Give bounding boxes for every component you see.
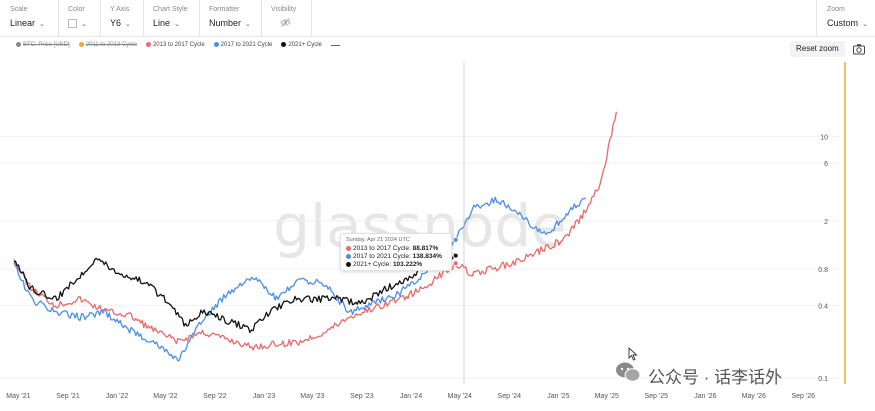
x-tick-label: Sep '25	[645, 393, 669, 400]
y-tick-label: 6	[824, 161, 828, 168]
tooltip-date: Sunday, Apr 21 2024 UTC	[346, 237, 410, 243]
hover-marker	[452, 252, 459, 259]
x-tick-label: Jan '25	[547, 393, 569, 400]
chart-toolbar: Scale Linear ⌄ Color ⌄ Y Axis Y6 ⌄ Chart S…	[0, 0, 875, 37]
legend-item[interactable]: 2011 to 2013 Cycle	[78, 42, 137, 49]
color-label: Color	[68, 6, 85, 13]
tooltip-value: 88.817%	[412, 245, 439, 252]
legend-item[interactable]: 2021+ Cycle	[281, 42, 322, 48]
color-swatch	[68, 19, 77, 29]
x-tick-label: Jan '24	[400, 393, 422, 400]
x-tick-label: May '23	[300, 393, 324, 400]
legend-label: 2013 to 2017 Cycle	[152, 42, 205, 49]
legend-item[interactable]: BTC: Price [USD]	[16, 42, 70, 48]
x-tick-label: Jan '26	[694, 393, 716, 400]
wechat-icon	[616, 362, 641, 382]
legend-item[interactable]: 2013 to 2017 Cycle	[145, 42, 205, 49]
legend-dot	[281, 42, 287, 47]
legend-dot	[145, 42, 151, 47]
legend-line-marker	[330, 44, 340, 46]
y-axis-dropdown[interactable]: Y Axis Y6 ⌄	[100, 0, 144, 36]
x-tick-label: Sep '22	[203, 393, 227, 400]
hover-marker	[452, 260, 459, 267]
x-tick-label: May '24	[448, 393, 472, 400]
chart-style-value: Line	[153, 18, 171, 28]
legend-dot	[213, 42, 219, 47]
zoom-value: Custom	[827, 18, 859, 28]
visibility-label: Visibility	[271, 6, 297, 13]
chevron-down-icon: ⌄	[174, 21, 180, 28]
legend-item[interactable]: 2017 to 2021 Cycle	[213, 42, 273, 49]
chevron-down-icon: ⌄	[81, 21, 87, 28]
chevron-down-icon: ⌄	[245, 21, 251, 28]
y-tick-label: 2	[824, 219, 828, 226]
eye-off-icon	[280, 18, 291, 27]
x-tick-label: May '22	[153, 393, 177, 400]
chevron-down-icon: ⌄	[39, 21, 45, 28]
legend-label: 2021+ Cycle	[288, 42, 322, 49]
formatter-dropdown[interactable]: Formatter Number ⌄	[199, 0, 262, 36]
color-picker[interactable]: Color ⌄	[58, 0, 101, 36]
social-watermark: 公众号 · 话李话外	[648, 368, 783, 387]
x-tick-label: Jan '22	[106, 393, 128, 400]
x-tick-label: May '21	[6, 393, 30, 400]
x-tick-label: Sep '23	[350, 393, 374, 400]
x-tick-label: May '26	[742, 393, 766, 400]
scale-value: Linear	[10, 18, 36, 28]
y-axis-label: Y Axis	[110, 6, 130, 13]
zoom-dropdown[interactable]: Zoom Custom ⌄	[816, 0, 875, 36]
legend-label: 2011 to 2013 Cycle	[85, 42, 137, 49]
x-tick-label: May '25	[595, 393, 619, 400]
zoom-label: Zoom	[827, 6, 845, 13]
scale-dropdown[interactable]: Scale Linear ⌄	[0, 0, 59, 36]
tooltip-series-name: 2021+ Cycle:	[353, 261, 392, 268]
x-tick-label: Sep '21	[56, 393, 80, 400]
hover-marker	[452, 237, 459, 243]
x-tick-label: Sep '26	[791, 393, 815, 400]
hover-tooltip: Sunday, Apr 21 2024 UTC 2013 to 2017 Cyc…	[340, 233, 452, 271]
legend-dot	[16, 42, 21, 47]
tooltip-row: 2013 to 2017 Cycle: 88.817%	[346, 245, 438, 252]
scale-label: Scale	[10, 6, 28, 13]
legend-dot	[78, 42, 84, 47]
series-dot	[346, 253, 351, 259]
y-axis-value: Y6	[110, 18, 122, 28]
y-tick-label: 10	[820, 134, 828, 141]
formatter-label: Formatter	[209, 6, 240, 13]
series-dot	[346, 261, 351, 267]
x-tick-label: Sep '24	[498, 393, 522, 400]
series-line	[13, 111, 618, 351]
legend-label: 2017 to 2021 Cycle	[220, 42, 273, 49]
chart-legend: BTC: Price [USD] 2011 to 2013 Cycle 2013 t…	[16, 42, 340, 52]
visibility-toggle[interactable]: Visibility	[261, 0, 312, 36]
y-tick-label: 0.1	[818, 376, 828, 383]
mouse-cursor-icon	[628, 347, 638, 361]
legend-label: BTC: Price [USD]	[23, 42, 70, 49]
series-line	[13, 252, 457, 334]
chart-style-label: Chart Style	[153, 6, 188, 13]
x-tick-label: Jan '23	[253, 393, 275, 400]
reset-zoom-button[interactable]: Reset zoom	[790, 41, 845, 57]
tooltip-series-name: 2017 to 2021 Cycle:	[353, 253, 411, 260]
formatter-value: Number	[209, 18, 242, 28]
tooltip-value: 103.222%	[392, 261, 423, 268]
series-line	[13, 196, 587, 362]
chart-style-dropdown[interactable]: Chart Style Line ⌄	[143, 0, 200, 36]
series-dot	[346, 245, 351, 251]
y-tick-label: 0.8	[818, 267, 828, 274]
tooltip-series-name: 2013 to 2017 Cycle:	[353, 245, 411, 252]
camera-icon[interactable]	[852, 42, 866, 56]
tooltip-row: 2017 to 2021 Cycle: 138.834%	[346, 253, 442, 260]
chevron-down-icon: ⌄	[125, 21, 131, 28]
chevron-down-icon: ⌄	[862, 21, 868, 28]
tooltip-row: 2021+ Cycle: 103.222%	[346, 261, 422, 268]
y-tick-label: 0.4	[818, 303, 828, 310]
tooltip-value: 138.834%	[412, 253, 442, 260]
